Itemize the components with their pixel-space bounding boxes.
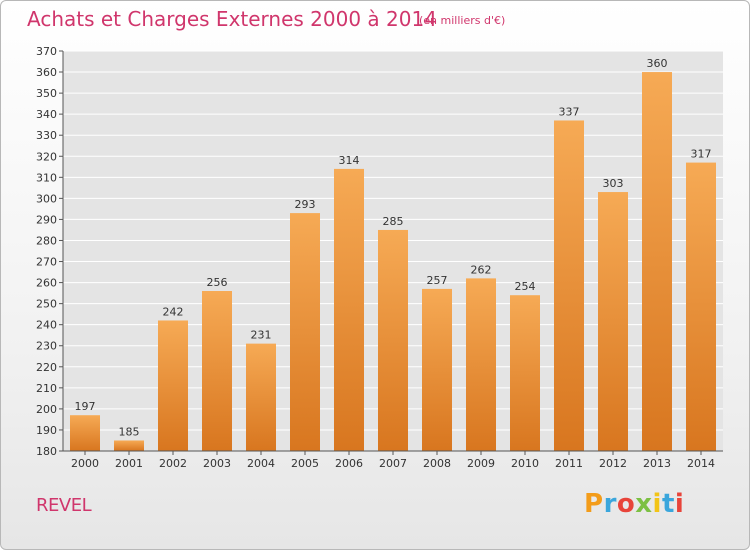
value-label-2007: 285 bbox=[383, 215, 404, 228]
value-label-2005: 293 bbox=[295, 198, 316, 211]
bar-2009 bbox=[466, 278, 496, 451]
value-label-2013: 360 bbox=[647, 57, 668, 70]
x-tick-label: 2011 bbox=[555, 457, 583, 470]
bar-2001 bbox=[114, 440, 144, 451]
value-label-2002: 242 bbox=[163, 305, 184, 318]
x-tick-label: 2006 bbox=[335, 457, 363, 470]
bar-2014 bbox=[686, 162, 716, 451]
y-tick-label: 370 bbox=[36, 45, 57, 58]
logo-letter: x bbox=[635, 489, 653, 519]
y-tick-label: 360 bbox=[36, 66, 57, 79]
value-label-2009: 262 bbox=[471, 263, 492, 276]
bar-2005 bbox=[290, 213, 320, 451]
value-label-2010: 254 bbox=[515, 280, 536, 293]
x-tick-label: 2000 bbox=[71, 457, 99, 470]
x-tick-label: 2003 bbox=[203, 457, 231, 470]
bar-2011 bbox=[554, 120, 584, 451]
y-tick-label: 340 bbox=[36, 108, 57, 121]
bar-2010 bbox=[510, 295, 540, 451]
x-tick-label: 2005 bbox=[291, 457, 319, 470]
y-tick-label: 200 bbox=[36, 403, 57, 416]
logo-letter: o bbox=[616, 489, 636, 519]
logo-letter: t bbox=[661, 489, 675, 519]
value-label-2003: 256 bbox=[207, 276, 228, 289]
bars bbox=[70, 72, 716, 452]
y-tick-label: 300 bbox=[36, 192, 57, 205]
value-label-2012: 303 bbox=[603, 177, 624, 190]
x-tick-label: 2012 bbox=[599, 457, 627, 470]
y-tick-label: 350 bbox=[36, 87, 57, 100]
bar-2012 bbox=[598, 192, 628, 452]
y-tick-label: 260 bbox=[36, 277, 57, 290]
y-tick-label: 210 bbox=[36, 382, 57, 395]
bar-2006 bbox=[334, 168, 364, 452]
value-labels: 197 185 242 256 231 293 314 285 257 262 254 337 303 3… bbox=[75, 57, 712, 438]
x-tick-label: 2004 bbox=[247, 457, 275, 470]
bar-2013 bbox=[642, 72, 672, 451]
y-tick-label: 230 bbox=[36, 340, 57, 353]
logo-letter: P bbox=[584, 489, 604, 519]
chart-subtitle: (en milliers d'€) bbox=[419, 14, 506, 27]
y-tick-label: 240 bbox=[36, 319, 57, 332]
value-label-2011: 337 bbox=[559, 105, 580, 118]
y-tick-label: 190 bbox=[36, 424, 57, 437]
bar-2003 bbox=[202, 291, 232, 451]
value-label-2001: 185 bbox=[119, 425, 140, 438]
y-tick-label: 280 bbox=[36, 234, 57, 247]
bar-2004 bbox=[246, 343, 276, 451]
x-tick-label: 2013 bbox=[643, 457, 671, 470]
value-label-2000: 197 bbox=[75, 400, 96, 413]
y-tick-label: 290 bbox=[36, 213, 57, 226]
x-tick-label: 2007 bbox=[379, 457, 407, 470]
x-axis-ticks: 2000 2001 2002 2003 2004 2005 2006 2007 2008 2009… bbox=[71, 451, 715, 470]
x-tick-label: 2001 bbox=[115, 457, 143, 470]
x-tick-label: 2014 bbox=[687, 457, 715, 470]
y-tick-label: 330 bbox=[36, 129, 57, 142]
x-tick-label: 2009 bbox=[467, 457, 495, 470]
x-tick-label: 2002 bbox=[159, 457, 187, 470]
value-label-2004: 231 bbox=[251, 329, 272, 342]
x-tick-label: 2008 bbox=[423, 457, 451, 470]
value-label-2008: 257 bbox=[427, 274, 448, 287]
bar-2000 bbox=[70, 415, 100, 451]
logo-letter: i bbox=[674, 489, 685, 519]
logo-letter: r bbox=[603, 489, 617, 519]
y-tick-label: 270 bbox=[36, 256, 57, 269]
chart-title: Achats et Charges Externes 2000 à 2014 bbox=[27, 7, 437, 31]
x-tick-label: 2010 bbox=[511, 457, 539, 470]
y-axis-ticks: 180 190 200 210 220 230 240 250 260 270 280 290 300 3… bbox=[36, 45, 63, 458]
y-tick-label: 310 bbox=[36, 171, 57, 184]
place-label: REVEL bbox=[36, 495, 92, 516]
bar-2002 bbox=[158, 320, 188, 451]
y-tick-label: 220 bbox=[36, 361, 57, 374]
value-label-2006: 314 bbox=[339, 154, 360, 167]
logo-letter: i bbox=[652, 489, 662, 519]
proxiti-logo[interactable]: Proxiti bbox=[584, 489, 684, 519]
value-label-2014: 317 bbox=[691, 148, 712, 161]
y-tick-label: 180 bbox=[36, 445, 57, 458]
bar-2007 bbox=[378, 229, 408, 451]
y-tick-label: 250 bbox=[36, 298, 57, 311]
y-tick-label: 320 bbox=[36, 150, 57, 163]
bar-2008 bbox=[422, 288, 452, 451]
